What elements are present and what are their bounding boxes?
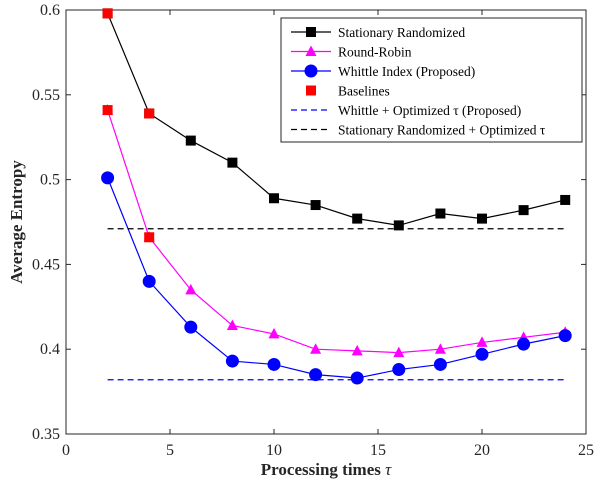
data-point [309,368,323,382]
x-axis-label-symbol: τ [385,460,392,479]
x-tick-label: 15 [370,442,386,459]
legend-marker [305,45,317,56]
legend-label: Stationary Randomized + Optimized τ [338,123,546,138]
y-tick-label: 0.55 [32,87,60,104]
data-point [310,343,322,354]
y-tick-label: 0.4 [40,341,60,358]
y-tick-label: 0.45 [32,256,60,273]
data-point [476,336,488,347]
series-line [107,109,566,354]
x-tick-label: 20 [474,442,490,459]
data-point [101,171,115,185]
legend-marker [306,27,316,37]
data-point [393,220,404,231]
data-point [558,329,572,343]
data-point [144,108,155,119]
x-tick-label: 25 [578,442,594,459]
data-point [434,343,446,354]
data-point [144,232,155,243]
x-tick-label: 5 [166,442,174,459]
data-point [226,319,238,330]
y-tick-label: 0.35 [32,426,60,443]
legend-label: Whittle + Optimized τ (Proposed) [338,103,521,118]
data-point [102,105,113,116]
x-tick-label: 0 [62,442,70,459]
y-tick-label: 0.6 [40,2,60,19]
legend-label: Round-Robin [338,45,412,60]
data-point [435,208,446,219]
data-point [517,337,531,351]
legend: Stationary Randomized Round-Robin Whittle … [280,17,583,143]
data-point [185,283,197,295]
data-point [475,347,489,361]
axis-ticks: 0 5 10 15 20 25 0.35 0.4 0.45 0.5 0.55 0.6 [32,2,594,459]
legend-label: Stationary Randomized [338,25,465,40]
series-layer [101,8,572,385]
series-line [107,13,566,227]
data-point [310,200,321,211]
data-point [269,193,279,204]
data-point [350,371,364,385]
series-2 [101,171,572,385]
x-axis-label: Processing times τ [261,460,392,479]
data-point [351,344,363,356]
legend-marker [304,64,318,78]
series-line [107,177,566,379]
series-1 [102,104,571,358]
x-tick-label: 10 [266,442,282,459]
data-point [268,327,280,339]
data-point [560,194,571,205]
data-point [142,274,156,288]
legend-marker [306,85,316,96]
data-point [518,205,529,216]
data-point [392,363,406,377]
y-tick-label: 0.5 [40,172,60,189]
data-point [352,213,363,224]
legend-label: Baselines [338,84,390,99]
series-3 [102,8,155,243]
data-point [227,157,238,168]
data-point [184,320,198,334]
data-point [185,135,196,146]
data-point [393,346,405,358]
data-point [477,213,487,224]
y-axis-label: Average Entropy [7,160,26,284]
data-point [225,354,239,368]
data-point [267,357,281,371]
legend-label: Whittle Index (Proposed) [338,64,475,79]
data-point [433,357,447,371]
data-point [102,8,113,19]
legend-box [280,17,583,143]
